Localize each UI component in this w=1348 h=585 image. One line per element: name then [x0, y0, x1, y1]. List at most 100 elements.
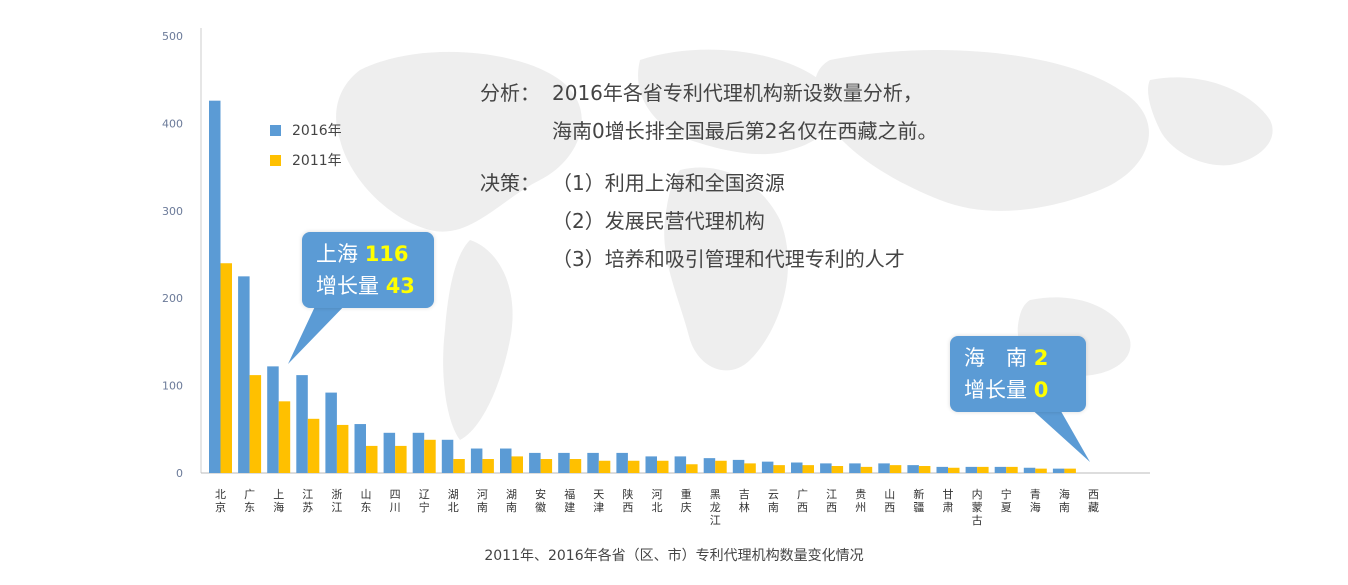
bar-2016 [907, 465, 919, 473]
x-tick-label: 安徽 [535, 487, 546, 514]
callout-hainan: 海 南 2 增长量 0 [950, 336, 1086, 412]
y-tick-label: 400 [162, 117, 183, 130]
bar-2016 [645, 456, 657, 473]
x-tick-label: 湖南 [506, 488, 517, 514]
bar-2016 [1052, 468, 1065, 473]
callout-shanghai-line-2: 增长量 43 [316, 270, 420, 302]
bar-2016 [500, 448, 512, 473]
bar-2011 [249, 375, 262, 473]
decision-row-1: 决策： （1）利用上海和全国资源 [480, 164, 937, 202]
bar-2016 [674, 456, 687, 473]
y-tick-label: 0 [176, 467, 183, 480]
bar-2016 [412, 432, 425, 473]
legend-label-2011: 2011年 [292, 153, 342, 169]
bar-2011 [220, 263, 232, 473]
bar-2011 [977, 466, 989, 473]
bar-2016 [529, 452, 541, 473]
x-tick-label: 福建 [564, 487, 575, 514]
x-tick-label: 黑龙江 [710, 488, 721, 527]
x-tick-label: 宁夏 [1001, 487, 1012, 514]
analysis-line-2: 海南0增长排全国最后第2名仅在西藏之前。 [552, 119, 938, 143]
bar-2011 [307, 418, 320, 473]
bar-2016 [1023, 467, 1036, 473]
decision-row-3: （3）培养和吸引管理和代理专利的人才 [480, 240, 937, 278]
bars-group [209, 100, 1076, 474]
bar-2016 [616, 452, 628, 473]
bar-2016 [936, 466, 948, 473]
y-tick-label: 100 [162, 380, 183, 393]
x-tick-label: 浙江 [331, 488, 342, 514]
bar-2016 [209, 100, 221, 474]
bar-2016 [325, 392, 337, 473]
bar-2016 [558, 452, 570, 473]
callout-shanghai-line-1: 上海 116 [316, 238, 420, 270]
x-tick-label: 广西 [797, 488, 808, 514]
bar-2011 [1035, 468, 1047, 473]
x-tick-label: 四川 [390, 488, 401, 514]
x-tick-label: 江苏 [302, 488, 313, 514]
bar-2011 [278, 401, 291, 473]
bar-2011 [686, 464, 698, 473]
x-tick-label: 山东 [361, 488, 372, 514]
bar-2011 [948, 467, 960, 473]
y-tick-label: 300 [162, 205, 183, 218]
bar-2011 [773, 465, 785, 473]
callout-shanghai: 上海 116 增长量 43 [302, 232, 434, 308]
bar-2016 [296, 375, 308, 473]
bar-2011 [366, 445, 378, 473]
bar-2016 [791, 462, 803, 473]
bar-2011 [802, 465, 814, 473]
decision-row-2: （2）发展民营代理机构 [480, 202, 937, 240]
decision-item-1: （1）利用上海和全国资源 [552, 171, 785, 195]
bar-2011 [860, 466, 873, 473]
bar-2011 [540, 459, 553, 473]
callout-shanghai-value: 116 [364, 242, 409, 266]
x-tick-label: 山西 [884, 488, 895, 514]
bar-2011 [482, 459, 494, 473]
callout-shanghai-name: 上海 [316, 242, 365, 266]
bar-2016 [238, 276, 250, 473]
x-tick-label: 新疆 [913, 487, 924, 514]
bar-2011 [744, 463, 756, 473]
bar-2011 [918, 466, 931, 473]
x-tick-label: 江西 [826, 488, 837, 514]
bar-2011 [889, 465, 902, 473]
bar-2011 [627, 460, 640, 473]
callout-hainan-value: 2 [1033, 346, 1049, 370]
legend-swatch-2011 [270, 155, 281, 166]
bar-2011 [715, 460, 727, 473]
x-tick-label: 海南 [1059, 487, 1070, 514]
analysis-text-block: 分析： 2016年各省专利代理机构新设数量分析， 海南0增长排全国最后第2名仅在西… [480, 74, 937, 278]
bar-2016 [354, 424, 366, 473]
bar-2011 [336, 424, 349, 473]
x-tick-label: 吉林 [739, 488, 750, 514]
x-tick-label: 上海 [273, 488, 284, 514]
analysis-line-1: 2016年各省专利代理机构新设数量分析， [552, 81, 923, 105]
callout-hainan-name: 海 南 [964, 346, 1034, 370]
bar-2011 [598, 460, 611, 473]
x-tick-label: 贵州 [855, 488, 866, 514]
bar-2011 [831, 466, 844, 473]
x-tick-label: 重庆 [681, 487, 692, 514]
bar-2011 [453, 459, 465, 473]
x-tick-label: 辽宁 [419, 488, 430, 514]
x-tick-label: 陕西 [622, 487, 633, 514]
y-tick-label: 200 [162, 292, 183, 305]
bar-2011 [1064, 468, 1076, 473]
bar-2016 [383, 432, 396, 473]
x-tick-label: 天津 [593, 488, 604, 514]
bar-2016 [703, 458, 716, 473]
bar-2011 [424, 439, 436, 473]
x-tick-label: 北京 [215, 488, 226, 514]
callout-shanghai-growth: 43 [385, 274, 415, 298]
bar-2016 [441, 439, 454, 473]
bar-2016 [761, 461, 774, 473]
bar-2011 [1006, 466, 1018, 473]
callout-hainan-line-2: 增长量 0 [964, 374, 1072, 406]
legend-label-2016: 2016年 [292, 123, 342, 139]
analysis-label: 分析： [480, 81, 540, 105]
bar-2011 [511, 456, 523, 473]
bar-2016 [267, 366, 279, 473]
analysis-row-1: 分析： 2016年各省专利代理机构新设数量分析， [480, 74, 937, 112]
